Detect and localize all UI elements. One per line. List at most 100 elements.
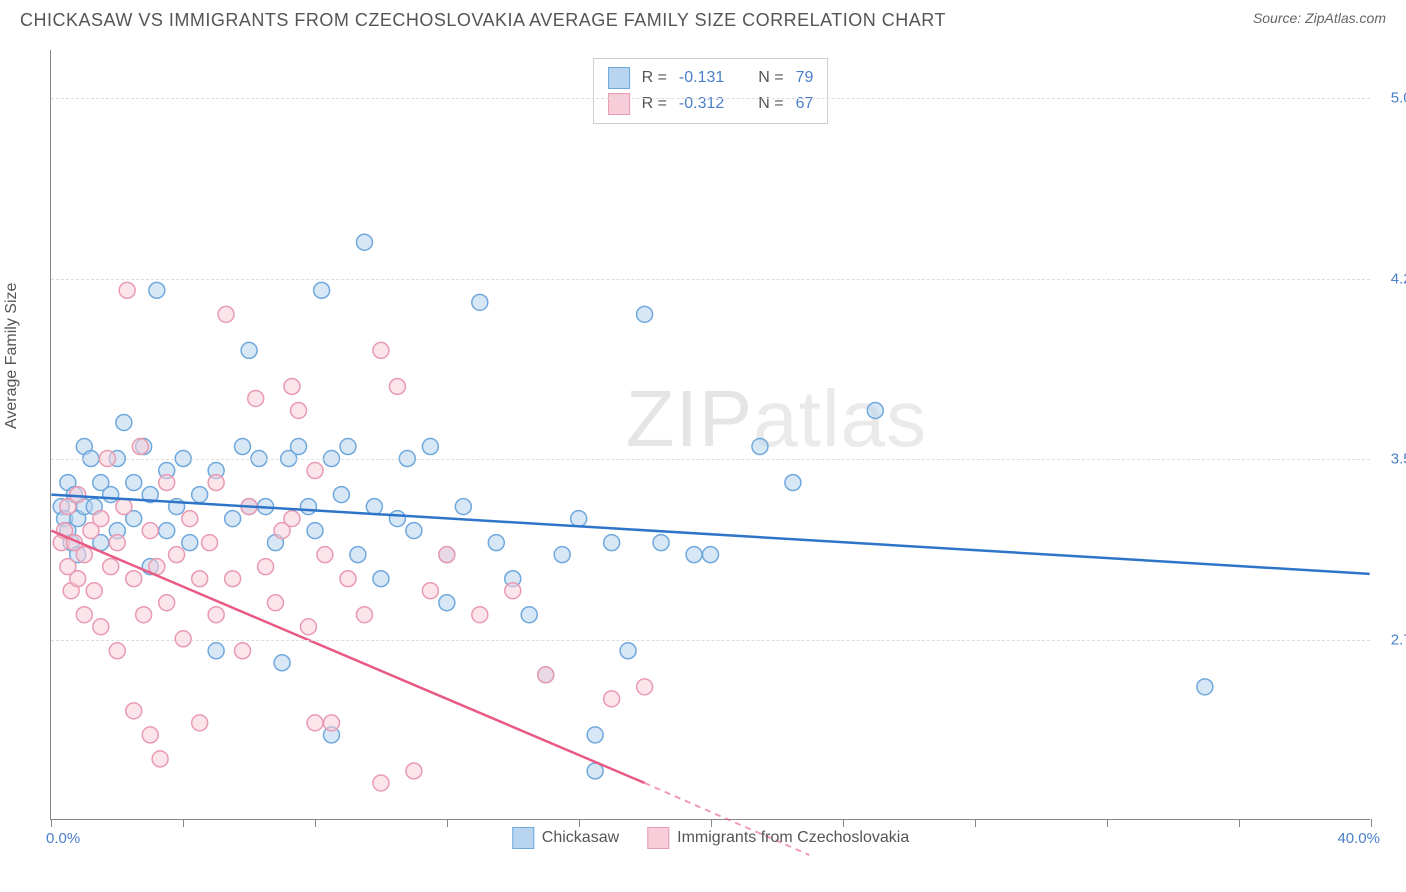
legend-item-2: Immigrants from Czechoslovakia [647,827,909,849]
data-point [350,547,366,563]
data-point [208,607,224,623]
y-tick-label: 4.25 [1391,270,1406,287]
data-point [422,439,438,455]
data-point [126,571,142,587]
data-point [225,511,241,527]
data-point [76,607,92,623]
data-point [488,535,504,551]
data-point [637,306,653,322]
data-point [373,775,389,791]
data-point [109,535,125,551]
data-point [314,282,330,298]
legend-swatch-1 [512,827,534,849]
data-point [76,547,92,563]
data-point [218,306,234,322]
data-point [307,463,323,479]
scatter-plot-svg [51,50,1370,819]
data-point [116,499,132,515]
data-point [225,571,241,587]
data-point [406,523,422,539]
data-point [340,439,356,455]
data-point [1197,679,1213,695]
source-prefix: Source: [1253,10,1305,26]
y-tick-label: 3.50 [1391,451,1406,468]
data-point [235,643,251,659]
data-point [366,499,382,515]
data-point [472,607,488,623]
data-point [604,691,620,707]
data-point [169,547,185,563]
data-point [241,342,257,358]
data-point [142,523,158,539]
data-point [340,571,356,587]
y-tick-label: 5.00 [1391,90,1406,107]
data-point [192,571,208,587]
r-value-1: -0.131 [679,69,724,87]
data-point [119,282,135,298]
x-tick [711,819,712,827]
data-point [752,439,768,455]
data-point [86,583,102,599]
data-point [93,511,109,527]
x-tick [579,819,580,827]
data-point [455,499,471,515]
data-point [703,547,719,563]
data-point [291,402,307,418]
data-point [307,715,323,731]
grid-line [51,279,1370,280]
data-point [126,475,142,491]
x-min-label: 0.0% [46,830,80,847]
data-point [192,487,208,503]
data-point [284,378,300,394]
data-point [132,439,148,455]
chart-header: CHICKASAW VS IMMIGRANTS FROM CZECHOSLOVA… [0,0,1406,31]
chart-title: CHICKASAW VS IMMIGRANTS FROM CZECHOSLOVA… [20,10,946,31]
data-point [356,234,372,250]
x-tick [315,819,316,827]
data-point [284,511,300,527]
data-point [248,390,264,406]
data-point [521,607,537,623]
legend-label-2: Immigrants from Czechoslovakia [677,829,909,847]
data-point [159,523,175,539]
data-point [472,294,488,310]
source-name: ZipAtlas.com [1305,10,1386,26]
data-point [291,439,307,455]
data-point [159,475,175,491]
data-point [653,535,669,551]
data-point [103,559,119,575]
chart-plot-area: ZIPatlas R = -0.131 N = 79 R = -0.312 N … [50,50,1370,820]
data-point [300,499,316,515]
swatch-series-1 [608,67,630,89]
y-axis-label: Average Family Size [3,283,21,429]
data-point [202,535,218,551]
x-tick [843,819,844,827]
data-point [142,727,158,743]
data-point [333,487,349,503]
data-point [208,643,224,659]
data-point [136,607,152,623]
data-point [109,643,125,659]
data-point [604,535,620,551]
x-tick [447,819,448,827]
swatch-series-2 [608,93,630,115]
x-tick [975,819,976,827]
data-point [93,619,109,635]
stats-row-2: R = -0.312 N = 67 [608,91,814,117]
data-point [258,559,274,575]
data-point [389,378,405,394]
bottom-legend: Chickasaw Immigrants from Czechoslovakia [512,827,909,849]
data-point [235,439,251,455]
data-point [587,727,603,743]
data-point [300,619,316,635]
data-point [70,571,86,587]
data-point [356,607,372,623]
data-point [317,547,333,563]
legend-label-1: Chickasaw [542,829,619,847]
r-label-1: R = [642,69,667,87]
data-point [307,523,323,539]
data-point [554,547,570,563]
data-point [867,402,883,418]
grid-line [51,459,1370,460]
data-point [208,475,224,491]
